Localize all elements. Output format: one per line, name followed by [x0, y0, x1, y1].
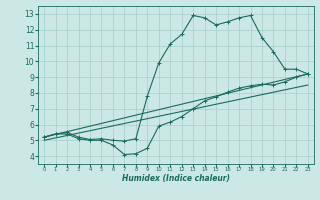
X-axis label: Humidex (Indice chaleur): Humidex (Indice chaleur)	[122, 174, 230, 183]
